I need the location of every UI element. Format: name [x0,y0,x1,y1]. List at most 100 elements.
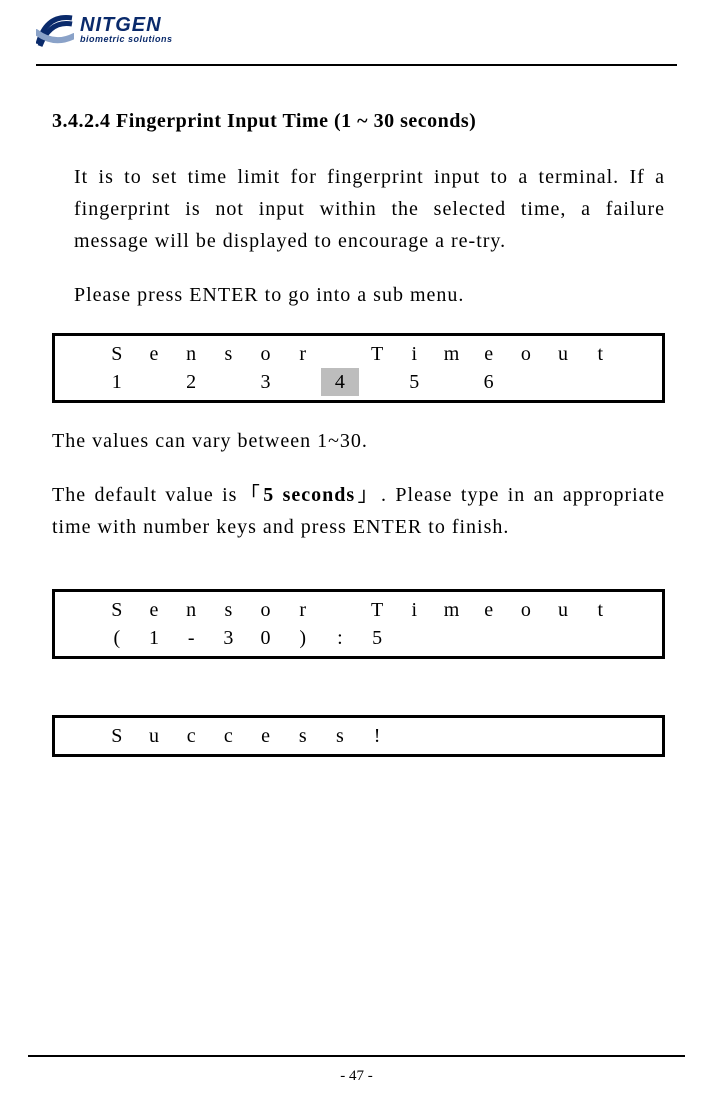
lcd-cell: 3 [247,368,284,396]
footer-rule [28,1055,685,1057]
lcd-cell [507,624,544,652]
paragraph-range: The values can vary between 1~30. [52,425,665,457]
fingerprint-swoosh-icon [36,12,74,48]
lcd-display-success: Success! [52,715,665,757]
lcd-cell: S [98,722,135,750]
default-value-bold: 5 seconds [263,484,355,506]
lcd-display-menu: SensorTimeout 123456 [52,333,665,403]
lcd-cell [619,624,656,652]
lcd-cell: e [247,722,284,750]
lcd-cell [507,722,544,750]
lcd-row: Success! [61,722,656,750]
lcd-cell: e [470,596,507,624]
lcd-cell: o [247,340,284,368]
lcd-cell: t [582,596,619,624]
lcd-cell [544,624,581,652]
lcd-cell: T [359,596,396,624]
page-content: 3.4.2.4 Fingerprint Input Time (1 ~ 30 s… [52,110,665,779]
lcd-cell [284,368,321,396]
lcd-cell: 4 [321,368,358,396]
lcd-cell [433,624,470,652]
lcd-cell [470,722,507,750]
lcd-cell [544,368,581,396]
lcd-cell: e [135,596,172,624]
lcd-cell: 1 [135,624,172,652]
lcd-cell: S [98,340,135,368]
lcd-cell: 5 [359,624,396,652]
lcd-cell [321,340,358,368]
lcd-cell: n [173,340,210,368]
lcd-cell: u [544,340,581,368]
lcd-cell [135,368,172,396]
lcd-cell: : [321,624,358,652]
lcd-cell [544,722,581,750]
lcd-cell: 6 [470,368,507,396]
lcd-cell: 3 [210,624,247,652]
lcd-cell: s [321,722,358,750]
lcd-cell: e [470,340,507,368]
lcd-cell: o [507,596,544,624]
lcd-cell: c [210,722,247,750]
lcd-cell: 0 [247,624,284,652]
lcd-cell: - [173,624,210,652]
lcd-cell: m [433,340,470,368]
lcd-cell [619,340,656,368]
lcd-cell: c [173,722,210,750]
lcd-cell: m [433,596,470,624]
lcd-cell [61,722,98,750]
paragraph-intro: It is to set time limit for fingerprint … [52,161,665,257]
lcd-cell [359,368,396,396]
lcd-cell: r [284,340,321,368]
lcd-cell [396,722,433,750]
lcd-cell: u [135,722,172,750]
lcd-cell [507,368,544,396]
section-heading: 3.4.2.4 Fingerprint Input Time (1 ~ 30 s… [52,110,665,133]
lcd-cell [396,624,433,652]
lcd-cell [61,368,98,396]
lcd-cell: 2 [173,368,210,396]
lcd-cell: T [359,340,396,368]
lcd-cell: o [507,340,544,368]
document-page: NITGEN biometric solutions 3.4.2.4 Finge… [0,0,713,1107]
lcd-cell [582,368,619,396]
lcd-cell [433,722,470,750]
lcd-cell [321,596,358,624]
page-number: - 47 - [0,1068,713,1085]
lcd-row: SensorTimeout [61,340,656,368]
lcd-cell [61,624,98,652]
text: The default value is「 [52,484,263,506]
paragraph-default: The default value is「5 seconds」. Please … [52,479,665,543]
lcd-cell [619,722,656,750]
header-rule [36,64,677,66]
lcd-cell: r [284,596,321,624]
lcd-cell: t [582,340,619,368]
lcd-cell: n [173,596,210,624]
lcd-row: (1-30):5 [61,624,656,652]
lcd-cell: s [210,596,247,624]
lcd-cell: e [135,340,172,368]
lcd-cell: s [284,722,321,750]
lcd-cell [470,624,507,652]
lcd-cell [619,368,656,396]
lcd-cell: ) [284,624,321,652]
lcd-cell: i [396,596,433,624]
lcd-cell [433,368,470,396]
lcd-cell: ( [98,624,135,652]
lcd-cell: u [544,596,581,624]
paragraph-enter: Please press ENTER to go into a sub menu… [52,279,665,311]
lcd-row: SensorTimeout [61,596,656,624]
lcd-cell [210,368,247,396]
lcd-cell: s [210,340,247,368]
lcd-display-input: SensorTimeout (1-30):5 [52,589,665,659]
lcd-cell: ! [359,722,396,750]
brand-name: NITGEN [80,16,173,34]
lcd-cell [61,596,98,624]
lcd-cell: 1 [98,368,135,396]
lcd-row: 1 2 3 4 5 6 [61,368,656,396]
page-header: NITGEN biometric solutions [36,12,677,60]
lcd-cell [619,596,656,624]
lcd-cell: 5 [396,368,433,396]
brand-logo: NITGEN biometric solutions [36,12,677,48]
brand-text: NITGEN biometric solutions [80,16,173,44]
lcd-cell: i [396,340,433,368]
